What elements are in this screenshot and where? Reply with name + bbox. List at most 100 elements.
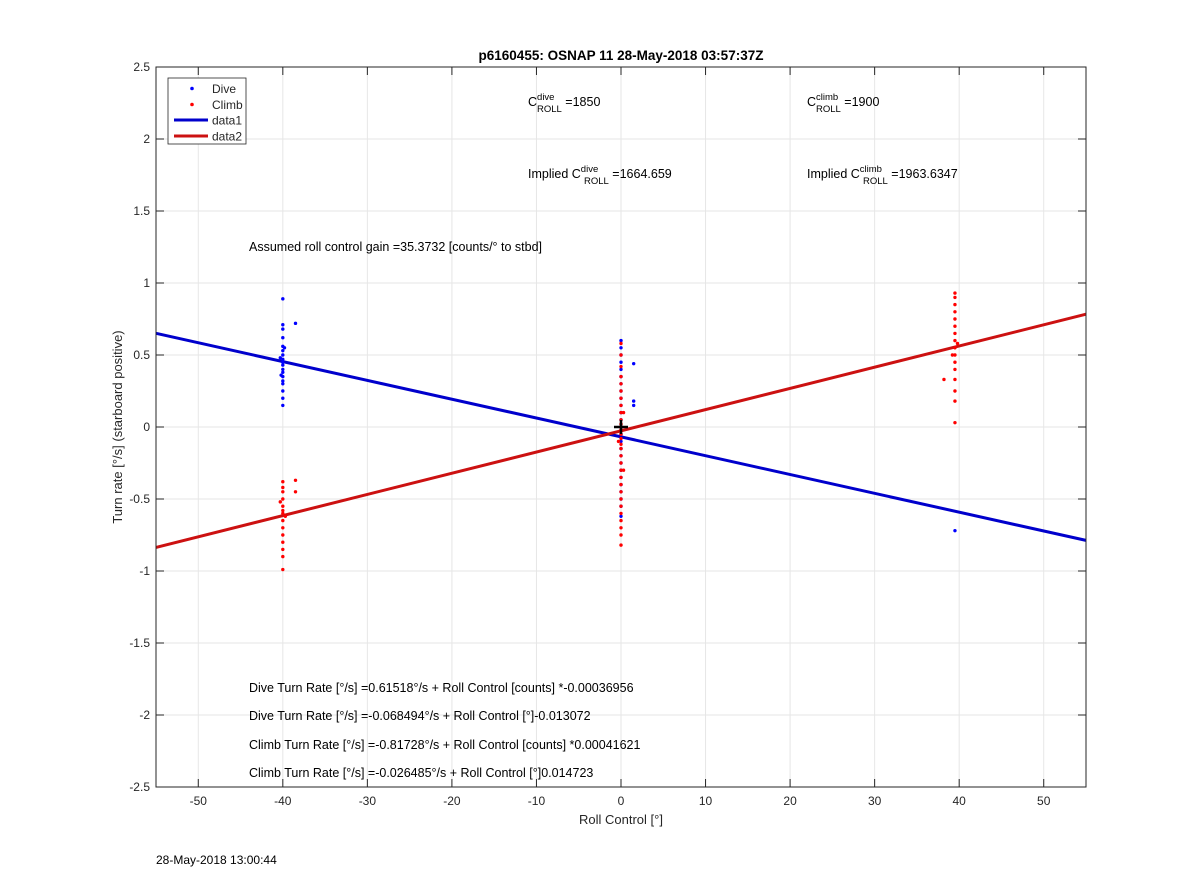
point-climb xyxy=(619,364,623,369)
point-climb xyxy=(281,511,285,516)
footer-timestamp: 28-May-2018 13:00:44 xyxy=(156,853,277,867)
climb-degrees-equation: Climb Turn Rate [°/s] =-0.026485°/s + Ro… xyxy=(249,766,593,780)
x-axis-ticks: -50 -40 -30 -20 -10 0 10 20 30 40 50 xyxy=(190,67,1051,808)
point-climb xyxy=(953,377,957,382)
point-climb xyxy=(619,442,623,446)
y-axis-label: Turn rate [°/s] (starboard positive) xyxy=(110,330,125,523)
point-climb xyxy=(953,346,957,350)
point-climb xyxy=(281,526,285,530)
chart-title: p6160455: OSNAP 11 28-May-2018 03:57:37Z xyxy=(479,48,764,63)
c-dive-annotation: Cdive ROLL =1850 xyxy=(528,92,600,115)
point-climb xyxy=(619,454,623,458)
legend: Dive Climb data1 data2 xyxy=(167,77,247,145)
point-dive xyxy=(619,367,623,372)
point-dive xyxy=(281,396,285,400)
dive-degrees-equation: Dive Turn Rate [°/s] =-0.068494°/s + Rol… xyxy=(249,709,591,723)
point-climb xyxy=(619,490,623,494)
point-climb xyxy=(619,374,623,379)
point-dive xyxy=(282,346,287,350)
y-tick-label: -0.5 xyxy=(129,492,150,506)
point-climb xyxy=(953,420,957,425)
point-climb xyxy=(619,526,623,530)
point-dive xyxy=(281,327,285,331)
point-climb xyxy=(953,295,957,300)
point-dive xyxy=(281,297,285,301)
point-climb xyxy=(281,485,285,490)
x-tick-label: -10 xyxy=(528,794,546,808)
point-climb xyxy=(619,446,623,451)
point-dive xyxy=(281,389,285,393)
point-dive xyxy=(281,348,285,353)
data-points xyxy=(278,291,960,572)
legend-box xyxy=(167,77,247,145)
x-tick-label: -50 xyxy=(190,794,208,808)
legend-dive-label: Dive xyxy=(212,82,236,96)
y-tick-label: -1.5 xyxy=(129,636,150,650)
point-climb xyxy=(619,396,623,400)
point-dive xyxy=(631,399,636,403)
point-dive xyxy=(619,360,623,364)
y-tick-label: 1 xyxy=(143,276,150,290)
y-tick-label: 2 xyxy=(143,132,150,146)
legend-climb-marker xyxy=(190,102,194,107)
point-dive xyxy=(953,528,957,533)
point-climb xyxy=(281,533,285,537)
climb-counts-equation: Climb Turn Rate [°/s] =-0.81728°/s + Rol… xyxy=(249,738,641,752)
point-climb xyxy=(953,389,957,393)
legend-climb-label: Climb xyxy=(212,98,243,112)
point-climb xyxy=(293,490,298,494)
point-dive xyxy=(281,336,285,340)
x-tick-label: 0 xyxy=(618,794,625,808)
point-climb xyxy=(281,540,285,544)
point-climb xyxy=(953,317,957,321)
point-climb xyxy=(619,382,623,386)
x-tick-label: 30 xyxy=(868,794,882,808)
point-dive xyxy=(281,363,285,367)
point-climb xyxy=(619,518,623,523)
x-tick-label: 20 xyxy=(783,794,797,808)
point-climb xyxy=(281,547,285,552)
y-axis-ticks: 2.5 2 1.5 1 0.5 0 -0.5 -1 -1.5 -2 -2.5 xyxy=(129,60,1086,794)
point-dive xyxy=(281,382,285,386)
x-tick-label: 10 xyxy=(699,794,713,808)
point-climb xyxy=(619,461,623,465)
point-climb xyxy=(942,377,946,382)
point-dive xyxy=(631,403,636,408)
point-climb xyxy=(953,367,957,372)
point-climb xyxy=(619,482,623,487)
point-climb xyxy=(278,500,282,504)
point-climb xyxy=(281,490,285,494)
x-tick-label: 50 xyxy=(1037,794,1051,808)
roll-gain-annotation: Assumed roll control gain =35.3732 [coun… xyxy=(249,240,542,254)
point-climb xyxy=(619,341,623,346)
point-climb xyxy=(619,543,623,547)
y-tick-label: 0.5 xyxy=(133,348,150,362)
point-climb xyxy=(619,410,623,415)
point-dive xyxy=(619,439,623,444)
point-dive xyxy=(619,346,623,350)
point-dive xyxy=(281,357,285,362)
point-climb xyxy=(953,324,957,328)
y-tick-label: 0 xyxy=(143,420,150,434)
origin-marker xyxy=(614,420,628,434)
point-climb xyxy=(621,468,626,472)
point-climb xyxy=(950,353,955,357)
point-climb xyxy=(619,475,623,480)
point-climb xyxy=(955,341,960,346)
point-climb xyxy=(953,302,957,307)
point-dive xyxy=(281,367,285,372)
x-tick-label: -20 xyxy=(443,794,461,808)
y-tick-label: 1.5 xyxy=(133,204,150,218)
point-dive xyxy=(279,373,283,377)
x-tick-label: -40 xyxy=(274,794,292,808)
point-climb xyxy=(619,468,623,472)
dive-counts-equation: Dive Turn Rate [°/s] =0.61518°/s + Roll … xyxy=(249,681,634,695)
point-climb xyxy=(953,310,957,314)
point-climb xyxy=(293,478,298,482)
point-climb xyxy=(281,554,285,559)
point-dive xyxy=(281,370,285,374)
point-dive xyxy=(619,514,623,518)
implied-c-dive-annotation: Implied Cdive ROLL =1664.659 xyxy=(528,164,672,187)
y-tick-label: 2.5 xyxy=(133,60,150,74)
y-tick-label: -2 xyxy=(139,708,150,722)
